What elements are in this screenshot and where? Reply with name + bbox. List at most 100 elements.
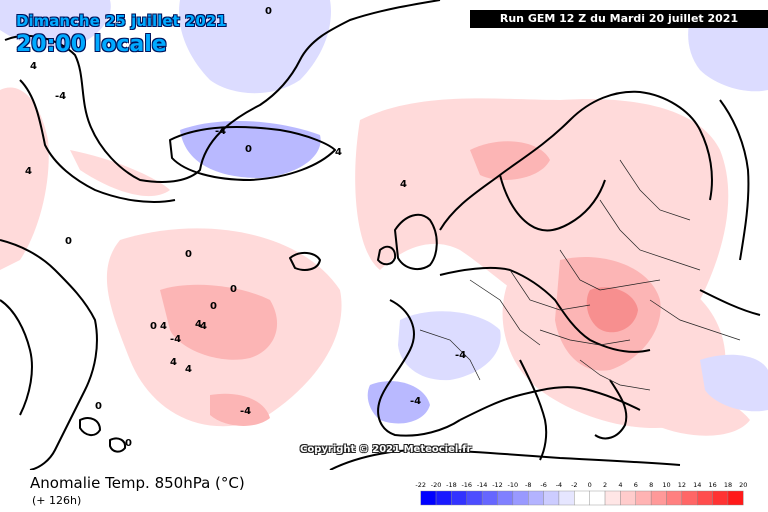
contour-label: -4 (215, 126, 226, 137)
legend-swatch (420, 490, 437, 506)
contour-label: 0 (125, 438, 132, 449)
coast-great-britain (394, 213, 438, 271)
legend-tick-label: -4 (556, 481, 562, 489)
contour-label: -4 (455, 350, 466, 361)
contour-label: 0 (65, 236, 72, 247)
legend-tick-label: -22 (415, 481, 426, 489)
legend-swatch (481, 490, 498, 506)
warm-anomaly-greenland-south (70, 150, 170, 197)
legend-swatch (681, 490, 698, 506)
legend-swatch (727, 490, 744, 506)
contour-label: 0 (230, 284, 237, 295)
contour-label: 4 (30, 61, 37, 72)
legend-swatch (574, 490, 590, 506)
contour-label: -4 (240, 406, 251, 417)
contour-label: 4 (335, 147, 342, 158)
coast-greenland-south (19, 79, 176, 203)
model-run-banner: Run GEM 12 Z du Mardi 20 juillet 2021 (470, 10, 768, 28)
border-9 (649, 299, 741, 341)
warm-peak-core (586, 287, 638, 333)
cool-strong-iceland (180, 120, 321, 178)
coast-ireland (377, 245, 397, 266)
legend-tick-label: 0 (588, 481, 592, 489)
coast-greenland (4, 0, 441, 183)
coast-island-2 (109, 437, 127, 453)
contour-label: 4 (170, 357, 177, 368)
legend-swatch (558, 490, 575, 506)
contour-label: 0 (265, 6, 272, 17)
cool-anomaly-northeast (688, 20, 768, 92)
coast-europe-north (439, 266, 651, 353)
anomaly-fills (0, 0, 768, 436)
lead-time: (+ 126h) (32, 494, 82, 507)
coast-black-sea (699, 289, 761, 316)
border-2 (509, 269, 591, 311)
contour-label: -4 (410, 396, 421, 407)
contour-label: 0 (185, 249, 192, 260)
warm-anomaly-west-atlantic (0, 87, 49, 270)
contour-label: 0 (245, 144, 252, 155)
coast-scandinavia (439, 90, 713, 231)
coast-russia (719, 99, 750, 261)
coast-north-africa (329, 448, 681, 470)
coast-north-america (0, 239, 98, 470)
border-1 (469, 279, 541, 346)
border-8 (579, 359, 651, 391)
contour-label: 4 (185, 364, 192, 375)
warm-strong-norway (470, 141, 550, 180)
legend-tick-label: -2 (571, 481, 577, 489)
legend-swatch (712, 490, 729, 506)
legend-tick-label: -12 (492, 481, 503, 489)
legend-tick-label: 10 (662, 481, 670, 489)
coast-greece (594, 379, 628, 440)
coast-mediterranean-north (459, 386, 641, 421)
legend-tick-label: 6 (634, 481, 638, 489)
legend-tick-label: -8 (525, 481, 531, 489)
legend-swatch (497, 490, 514, 506)
legend-swatch (435, 490, 452, 506)
legend-tick-label: 4 (618, 481, 622, 489)
legend-tick-label: -6 (540, 481, 546, 489)
color-scale-legend: -22 -20 -18 -16 -14 -12 -10 -8 -6 -4 -2 0 2 4 6 8 10 12 14… (415, 481, 747, 506)
border-6 (419, 329, 481, 381)
contour-label: 4 (160, 321, 167, 332)
legend-tick-label: 12 (678, 481, 686, 489)
contour-label: 4 (195, 319, 202, 330)
valid-date: Dimanche 25 juillet 2021 (16, 12, 227, 30)
warm-strong-atlantic (160, 284, 278, 360)
coast-iceland (169, 126, 336, 181)
variable-title: Anomalie Temp. 850hPa (°C) (30, 474, 245, 492)
legend-swatch (543, 490, 560, 506)
legend-swatch (666, 490, 683, 506)
legend-tick-label: -18 (446, 481, 457, 489)
legend-tick-label: 20 (739, 481, 747, 489)
legend-tick-label: -16 (461, 481, 472, 489)
coast-france-iberia (377, 299, 461, 437)
border-5 (539, 329, 631, 346)
coast-italy (519, 359, 548, 461)
contour-label: 0 (150, 321, 157, 332)
cool-anomaly-arctic (179, 0, 331, 94)
legend-swatch (620, 490, 636, 506)
legend-swatch (512, 490, 529, 506)
coast-faroe (289, 252, 321, 271)
legend-tick-label: -20 (431, 481, 442, 489)
coastlines (0, 0, 761, 470)
warm-strong-southwest (210, 393, 270, 426)
legend-tick-label: 14 (693, 481, 701, 489)
coast-island-1 (79, 417, 101, 436)
legend-swatch (589, 490, 606, 506)
legend-tick-label: -10 (508, 481, 519, 489)
legend-swatch (528, 490, 544, 506)
contour-label: 0 (210, 301, 217, 312)
legend-tick-label: 16 (708, 481, 716, 489)
contour-label: 4 (25, 166, 32, 177)
cool-anomaly-france (398, 311, 501, 381)
coast-baltic (499, 174, 606, 232)
legend-swatch (697, 490, 713, 506)
contour-label: -4 (55, 91, 66, 102)
country-borders (419, 159, 741, 391)
